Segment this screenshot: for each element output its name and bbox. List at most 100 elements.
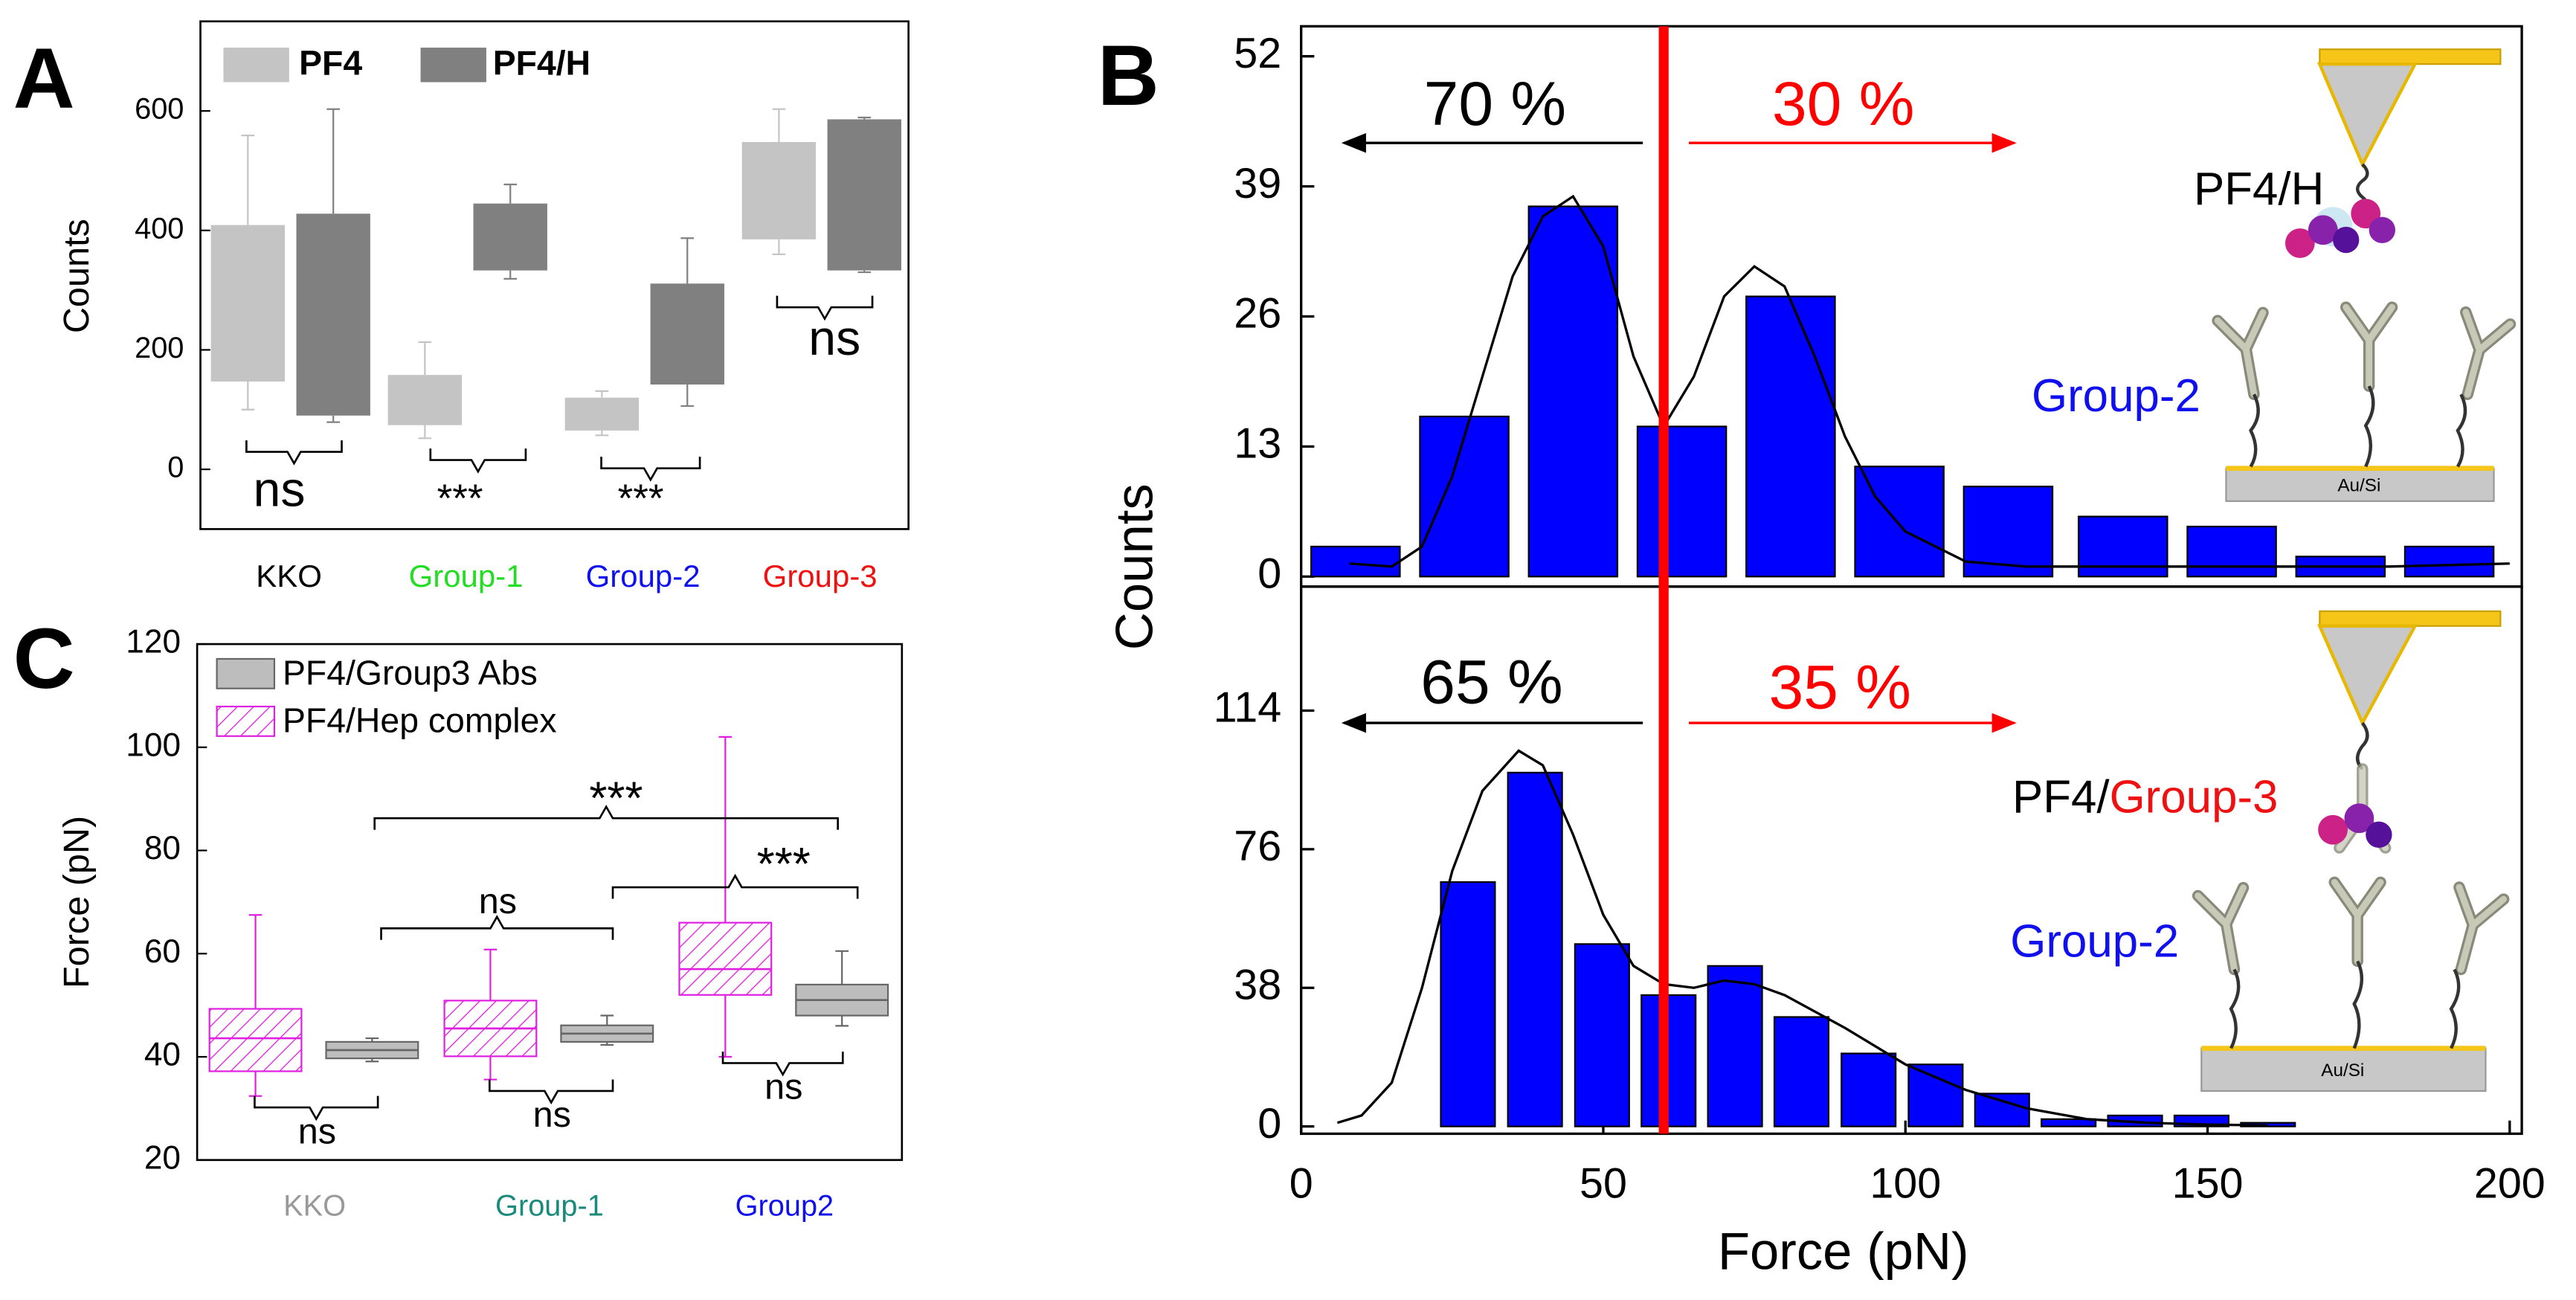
bracket bbox=[380, 915, 614, 940]
annotation: *** bbox=[589, 773, 643, 824]
legend-label: PF4/Hep complex bbox=[283, 701, 557, 739]
y-tick-label: 80 bbox=[144, 830, 181, 866]
annotation: 65 % bbox=[1420, 647, 1562, 717]
y-tick-label: 60 bbox=[144, 933, 181, 970]
bracket bbox=[373, 805, 840, 830]
box bbox=[387, 375, 463, 425]
plot-frame bbox=[1300, 585, 2523, 1136]
schematic-bottom bbox=[2198, 610, 2504, 1093]
annotation: 70 % bbox=[1424, 68, 1566, 138]
y-tick-label: 0 bbox=[1258, 550, 1281, 597]
annotation: *** bbox=[757, 839, 811, 890]
bar bbox=[1841, 1052, 1897, 1127]
bar bbox=[1707, 965, 1763, 1127]
x-tick-label: KKO bbox=[283, 1189, 346, 1222]
panel-label: A bbox=[13, 31, 75, 126]
bar bbox=[1507, 771, 1563, 1127]
y-tick-label: 400 bbox=[135, 212, 184, 245]
legend-label: PF4/H bbox=[493, 44, 590, 83]
annotation: Group-3 bbox=[2110, 771, 2279, 823]
annotation: ns bbox=[479, 881, 517, 921]
legend-swatch bbox=[216, 705, 276, 737]
bracket bbox=[489, 1079, 614, 1105]
y-tick-label: 100 bbox=[126, 727, 181, 763]
bracket bbox=[600, 457, 701, 482]
y-tick-label: 40 bbox=[144, 1037, 181, 1073]
y-tick-label: 0 bbox=[1258, 1100, 1281, 1148]
bracket bbox=[254, 1095, 379, 1122]
annotation: ns bbox=[533, 1095, 571, 1135]
box bbox=[564, 397, 640, 431]
bracket bbox=[429, 448, 527, 474]
y-tick-label: 20 bbox=[144, 1139, 181, 1176]
panel-label: C bbox=[13, 611, 75, 707]
bar bbox=[1527, 205, 1619, 578]
y-tick-label: 600 bbox=[135, 93, 184, 126]
y-axis-label: Force (pN) bbox=[57, 816, 97, 988]
bar bbox=[1974, 1093, 2030, 1127]
y-tick-label: 0 bbox=[167, 451, 184, 484]
bar bbox=[2403, 545, 2495, 578]
plot-frame bbox=[196, 643, 904, 1162]
annotation: 30 % bbox=[1772, 68, 1914, 138]
annotation: PF4/H bbox=[2194, 164, 2324, 215]
annotation: Group-2 bbox=[2010, 916, 2179, 968]
bar bbox=[2041, 1118, 2097, 1127]
annotation: ns bbox=[254, 462, 306, 517]
plot-frame bbox=[199, 20, 910, 530]
bracket bbox=[245, 440, 343, 466]
bar bbox=[1773, 1016, 1830, 1127]
fit-curve bbox=[1336, 749, 2268, 1127]
x-tick-label: Group2 bbox=[735, 1189, 834, 1222]
x-tick-label: 100 bbox=[1870, 1159, 1941, 1207]
annotation: *** bbox=[618, 477, 664, 521]
box bbox=[827, 119, 902, 271]
fit-curve bbox=[1349, 194, 2510, 568]
y-tick-label: 114 bbox=[1214, 684, 1282, 732]
annotation: Au/Si bbox=[2321, 1061, 2364, 1081]
bracket bbox=[721, 1051, 844, 1077]
y-axis-label: Counts bbox=[57, 219, 97, 333]
bar bbox=[1574, 943, 1630, 1127]
panel-label: B bbox=[1098, 28, 1159, 123]
annotation: ns bbox=[808, 311, 860, 366]
annotation: PF4/ bbox=[2012, 771, 2110, 823]
x-tick-label: 0 bbox=[1289, 1159, 1313, 1207]
x-tick-label: KKO bbox=[256, 559, 322, 593]
x-tick-label: 150 bbox=[2172, 1159, 2244, 1207]
bar bbox=[1440, 881, 1496, 1127]
y-tick-label: 76 bbox=[1234, 823, 1281, 870]
annotation: Au/Si bbox=[2337, 475, 2380, 495]
legend-swatch bbox=[216, 657, 276, 689]
bar bbox=[1636, 425, 1727, 578]
bracket bbox=[611, 873, 859, 899]
bar bbox=[1745, 295, 1836, 578]
bar bbox=[1419, 415, 1510, 578]
y-tick-label: 52 bbox=[1234, 30, 1281, 77]
y-tick-label: 39 bbox=[1234, 160, 1281, 207]
x-tick-label: Group-1 bbox=[409, 559, 524, 593]
legend-label: PF4/Group3 Abs bbox=[283, 653, 538, 692]
bar bbox=[1907, 1064, 1964, 1127]
legend-label: PF4 bbox=[299, 44, 362, 83]
legend-swatch bbox=[420, 48, 486, 83]
annotation: ns bbox=[298, 1111, 336, 1151]
box bbox=[473, 203, 547, 271]
box bbox=[650, 283, 724, 385]
annotation: ns bbox=[764, 1067, 802, 1107]
annotation: Group-2 bbox=[2032, 370, 2200, 422]
annotation: *** bbox=[437, 477, 483, 521]
x-tick-label: Group-2 bbox=[586, 559, 701, 593]
y-axis-label: Counts bbox=[1105, 483, 1164, 650]
x-tick-label: 200 bbox=[2474, 1159, 2546, 1207]
bracket bbox=[776, 295, 874, 321]
y-tick-label: 38 bbox=[1234, 961, 1281, 1008]
bar bbox=[1310, 545, 1401, 578]
box bbox=[296, 213, 370, 416]
x-tick-label: 50 bbox=[1580, 1159, 1627, 1207]
annotation: 35 % bbox=[1769, 651, 1911, 721]
box bbox=[210, 225, 286, 382]
x-tick-label: Group-3 bbox=[763, 559, 878, 593]
y-tick-label: 26 bbox=[1234, 290, 1281, 338]
